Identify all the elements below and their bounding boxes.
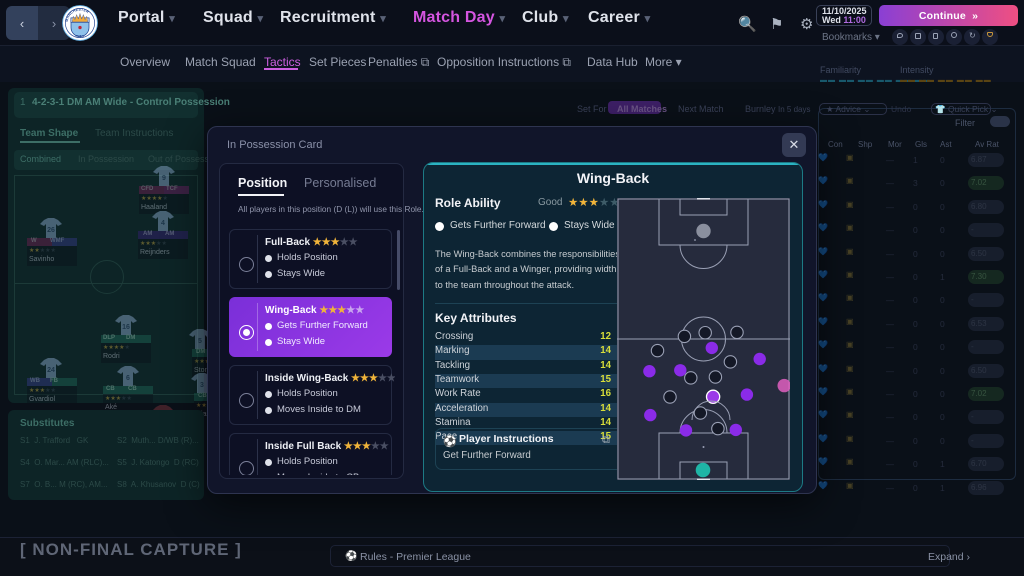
- svg-text:26: 26: [47, 227, 55, 234]
- svg-text:24: 24: [47, 367, 55, 374]
- svg-text:9: 9: [162, 175, 166, 182]
- svg-text:3: 3: [200, 382, 204, 389]
- svg-text:16: 16: [122, 324, 130, 331]
- svg-text:5: 5: [198, 338, 202, 345]
- svg-text:6: 6: [126, 375, 130, 382]
- svg-text:4: 4: [161, 220, 165, 227]
- svg-text:CITY: CITY: [76, 34, 85, 39]
